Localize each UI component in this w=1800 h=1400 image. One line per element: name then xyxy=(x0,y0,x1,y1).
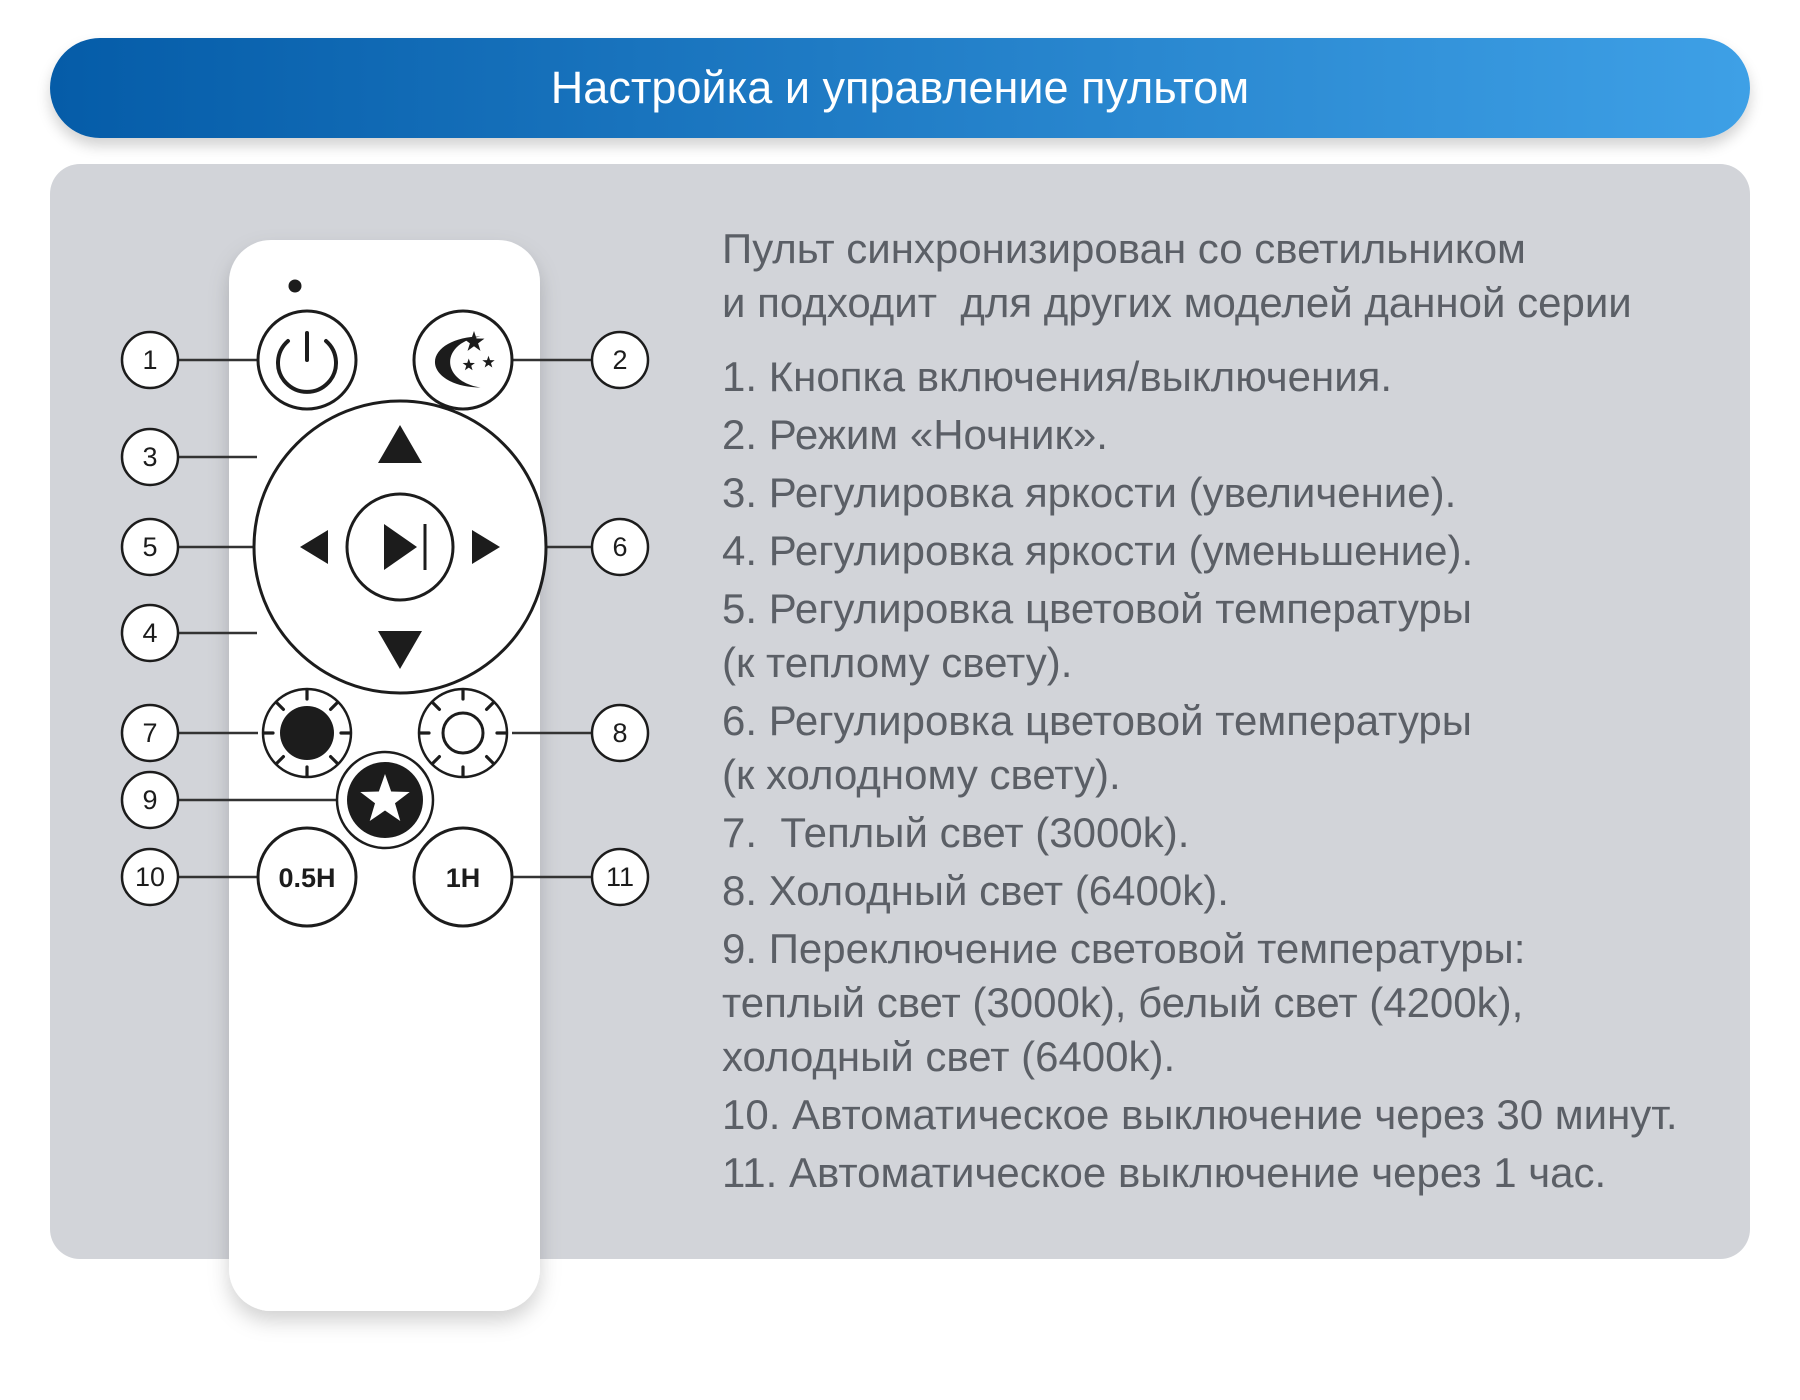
svg-text:8: 8 xyxy=(612,718,627,748)
svg-text:4: 4 xyxy=(142,618,157,648)
svg-text:10: 10 xyxy=(135,862,165,892)
svg-text:11: 11 xyxy=(606,862,634,892)
svg-text:1: 1 xyxy=(142,345,157,375)
svg-text:6: 6 xyxy=(612,532,627,562)
svg-text:1H: 1H xyxy=(446,863,481,893)
svg-text:0.5H: 0.5H xyxy=(278,863,335,893)
svg-text:5: 5 xyxy=(142,532,157,562)
svg-text:9: 9 xyxy=(142,785,157,815)
svg-text:7: 7 xyxy=(142,718,157,748)
svg-text:2: 2 xyxy=(612,345,627,375)
svg-text:3: 3 xyxy=(142,442,157,472)
